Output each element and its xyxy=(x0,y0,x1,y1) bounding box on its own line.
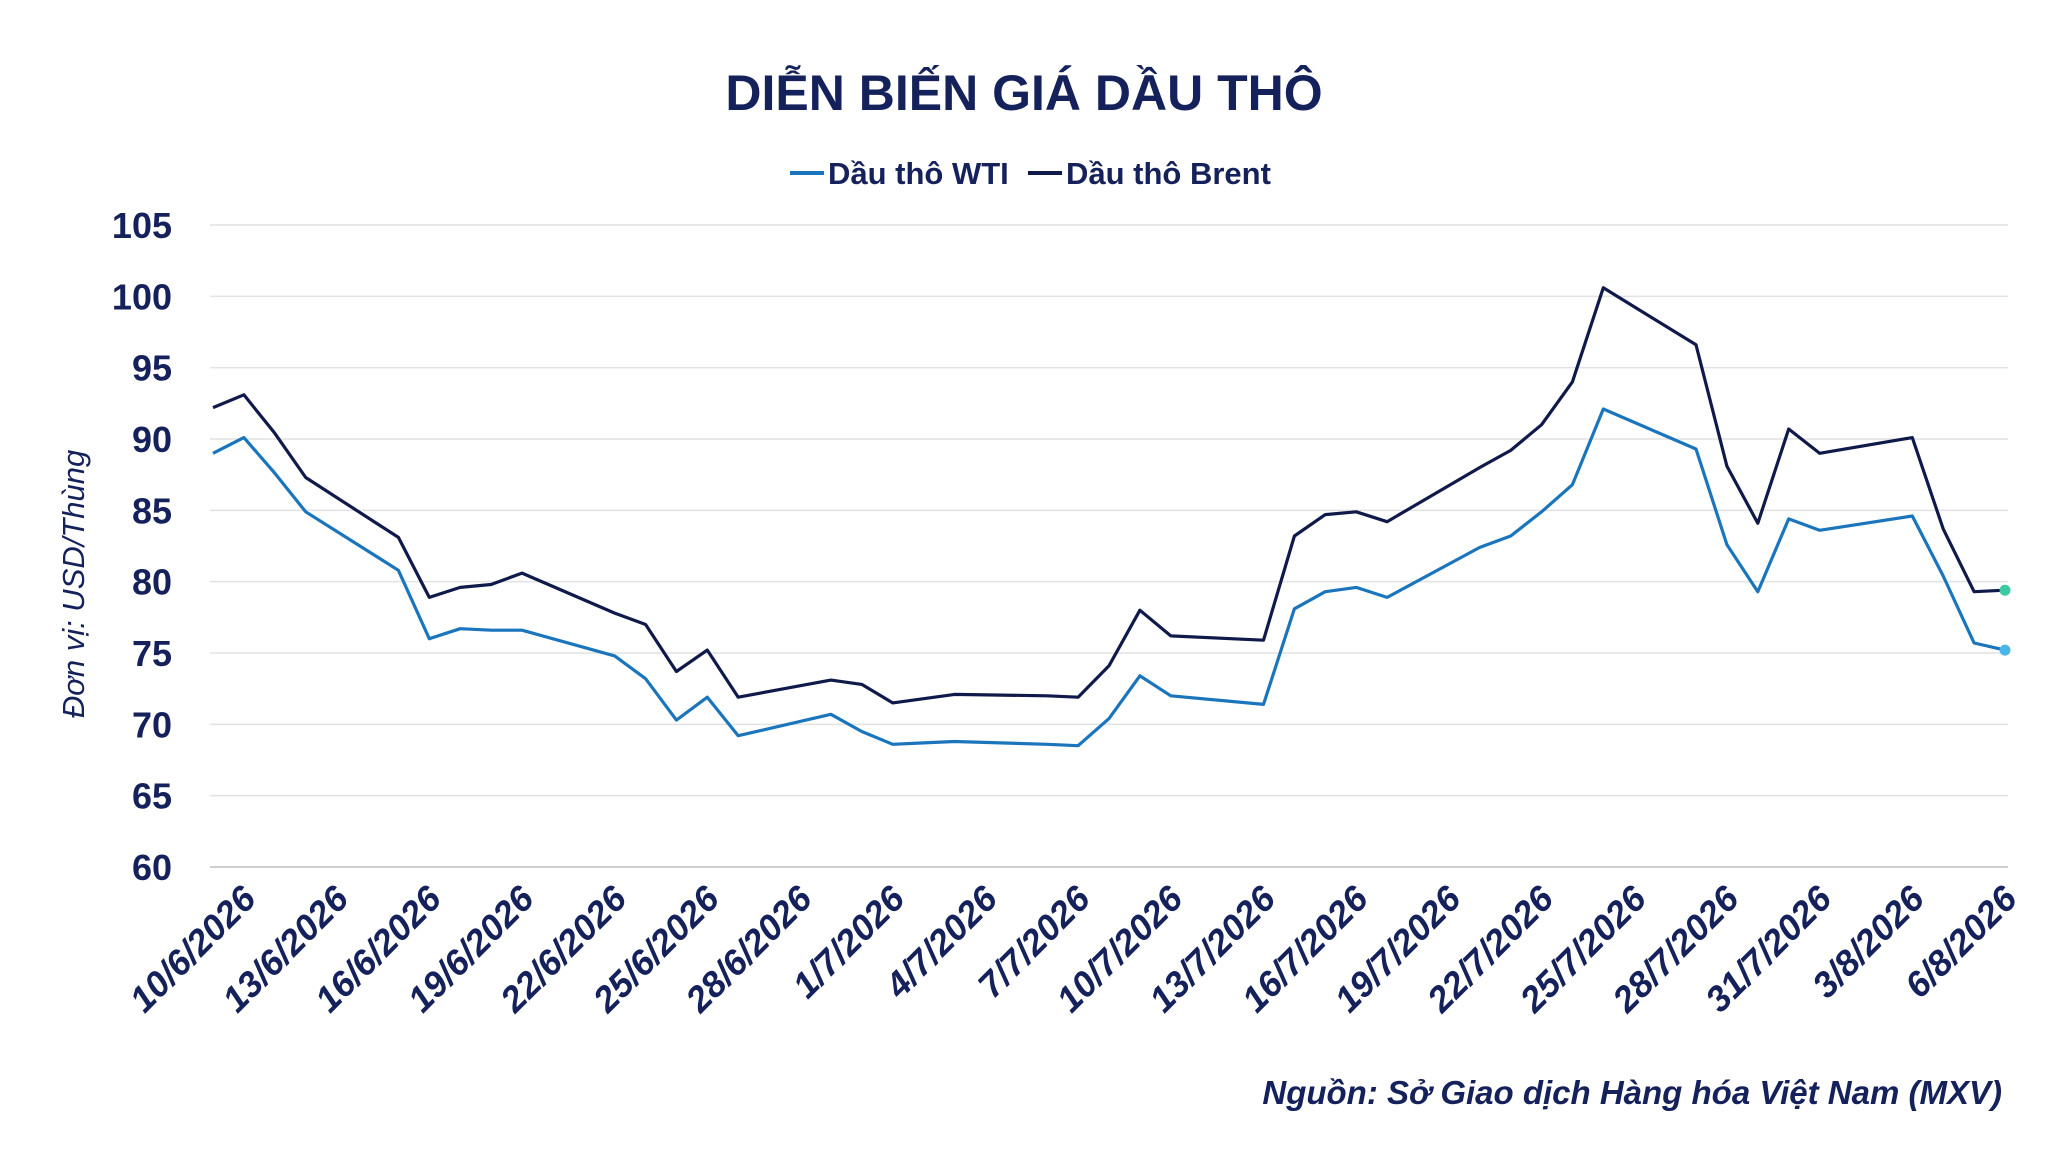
series-line-brent xyxy=(212,286,2006,705)
y-tick-label: 80 xyxy=(132,562,172,603)
legend-label-brent: Dầu thô Brent xyxy=(1066,156,1271,191)
y-axis-label: Đơn vị: USD/Thùng xyxy=(56,450,91,719)
y-tick-label: 100 xyxy=(112,276,172,317)
y-tick-label: 65 xyxy=(132,776,172,817)
y-tick-label: 60 xyxy=(132,847,172,888)
series-end-point xyxy=(1999,644,2011,656)
source-note: Nguồn: Sở Giao dịch Hàng hóa Việt Nam (M… xyxy=(1262,1074,2002,1111)
legend: Dầu thô WTI Dầu thô Brent xyxy=(790,156,1271,191)
y-tick-label: 75 xyxy=(132,633,172,674)
y-tick-label: 95 xyxy=(132,348,172,389)
y-tick-label: 105 xyxy=(112,205,172,246)
grid-layer xyxy=(210,224,2008,868)
series-end-point xyxy=(1999,584,2011,596)
legend-label-wti: Dầu thô WTI xyxy=(828,156,1009,191)
y-tick-layer: 60 65 70 75 80 85 90 95 100 105 xyxy=(112,205,172,888)
series-line-wti xyxy=(212,407,2006,748)
series-layer xyxy=(212,286,2011,748)
y-tick-label: 85 xyxy=(132,490,172,531)
x-tick-layer: 10/6/202613/6/202616/6/202619/6/202622/6… xyxy=(121,877,2025,1021)
y-tick-label: 70 xyxy=(132,704,172,745)
chart-title: DIỄN BIẾN GIÁ DẦU THÔ xyxy=(725,64,1322,121)
y-tick-label: 90 xyxy=(132,419,172,460)
